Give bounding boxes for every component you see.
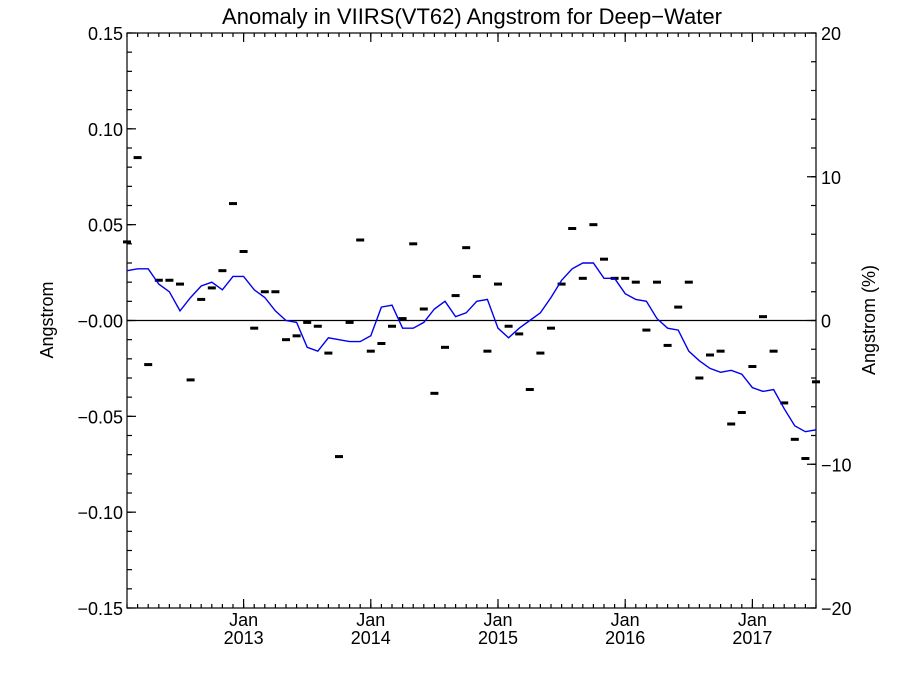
data-point (335, 455, 343, 459)
y2-tick-label: 20 (821, 24, 841, 44)
data-point (706, 353, 714, 357)
data-point (388, 324, 396, 328)
data-point (282, 338, 290, 342)
data-point (674, 305, 683, 309)
data-point (737, 411, 746, 414)
data-point (441, 345, 449, 349)
data-point (165, 278, 174, 282)
data-point (600, 257, 608, 261)
plot-area (123, 156, 820, 460)
data-point (494, 282, 502, 286)
data-point (218, 269, 227, 273)
y2-tick-label: −20 (821, 599, 852, 619)
data-point (472, 274, 481, 278)
data-point (812, 380, 820, 384)
data-point (653, 280, 661, 284)
data-point (345, 320, 354, 324)
data-point (451, 294, 460, 298)
data-point (366, 349, 375, 353)
data-point (525, 388, 534, 391)
data-point (419, 307, 428, 311)
y-axis-label: Angstrom (37, 281, 57, 358)
data-point (695, 376, 704, 380)
data-point (759, 315, 767, 319)
data-point (642, 328, 651, 332)
data-point (483, 349, 492, 353)
data-point (398, 317, 407, 321)
data-point (186, 378, 195, 382)
y2-axis-label: Angstrom (%) (859, 265, 879, 375)
y2-tick-label: 10 (821, 168, 841, 188)
data-point (504, 324, 513, 328)
data-point (547, 326, 555, 330)
data-point (356, 238, 365, 242)
x-tick-label-year: 2014 (351, 628, 391, 648)
data-point (123, 240, 131, 244)
data-point (250, 326, 259, 330)
data-point (197, 297, 206, 301)
data-point (780, 401, 789, 405)
y-tick-label: −0.05 (77, 407, 123, 427)
x-tick-label-month: Jan (229, 610, 258, 630)
data-point (324, 351, 333, 355)
data-point (207, 286, 216, 290)
data-point (303, 320, 312, 324)
data-point (409, 242, 418, 246)
y2-tick-label: 0 (821, 312, 831, 332)
data-point (578, 276, 587, 280)
axes: 0.15 0.10 0.05 −0.00 −0.05 −0.10 −0.15 20 10 0 −10… (77, 24, 851, 648)
x-tick-label-month: Jan (356, 610, 385, 630)
y-tick-label: −0.00 (77, 312, 123, 332)
data-point (727, 422, 736, 426)
data-point (154, 278, 163, 282)
data-point (133, 156, 142, 160)
y-tick-label: 0.05 (88, 216, 123, 236)
data-point (229, 202, 237, 206)
data-point (769, 349, 778, 353)
data-point (313, 324, 322, 328)
x-tick-label-year: 2017 (732, 628, 772, 648)
data-point (663, 343, 672, 347)
x-tick-label-year: 2016 (605, 628, 645, 648)
data-point (536, 351, 545, 355)
data-point (462, 246, 471, 250)
data-point (176, 282, 184, 286)
y-tick-label: −0.10 (77, 503, 123, 523)
y2-tick-label: −10 (821, 455, 852, 475)
x-tick-label-month: Jan (611, 610, 640, 630)
data-point (716, 349, 725, 353)
x-tick-label-year: 2013 (224, 628, 264, 648)
data-point (568, 227, 577, 230)
y-tick-label: 0.15 (88, 24, 123, 44)
x-tick-label-year: 2015 (478, 628, 518, 648)
y-tick-label: −0.15 (77, 599, 123, 619)
data-point (589, 223, 598, 227)
data-point (557, 282, 566, 286)
data-point (515, 332, 524, 336)
data-point (271, 290, 280, 294)
data-point (430, 391, 439, 395)
data-point (260, 290, 269, 294)
y-tick-label: 0.10 (88, 120, 123, 140)
x-tick-label-month: Jan (483, 610, 512, 630)
data-point (801, 457, 810, 460)
data-point (377, 342, 386, 345)
data-point (684, 280, 693, 284)
data-point (239, 250, 248, 253)
data-point (631, 280, 640, 284)
data-point (292, 334, 301, 338)
data-point (748, 365, 757, 368)
series-line (126, 262, 817, 433)
chart-title: Anomaly in VIIRS(VT62) Angstrom for Deep… (222, 4, 722, 29)
data-point (790, 437, 799, 441)
data-point (621, 276, 630, 280)
x-tick-label-month: Jan (738, 610, 767, 630)
data-point (144, 363, 153, 367)
